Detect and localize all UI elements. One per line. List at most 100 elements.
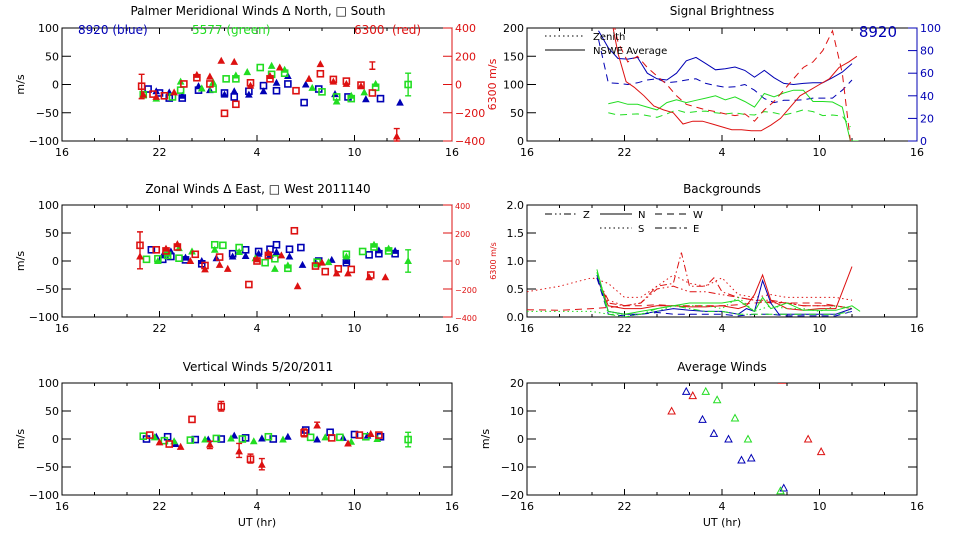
x-tick-label: 4 [254,322,261,335]
series-line [598,30,853,86]
data-point [253,257,261,265]
series-red [137,56,401,140]
plot-frame [526,204,918,318]
series-blue [681,386,789,492]
x-tick-label: 4 [254,500,261,513]
y-tick-label: 100 [38,199,59,212]
data-point [230,431,239,439]
data-point [316,69,325,78]
y2-tick-label: −200 [455,107,485,120]
data-point [321,267,330,276]
data-point [217,435,226,443]
data-point [777,383,787,384]
error-bar [405,249,412,273]
y2-tick-label: 0 [920,135,927,148]
x-tick-label: 22 [618,322,632,335]
data-point [163,251,172,260]
data-point [170,88,178,96]
data-point [193,73,201,82]
data-point [206,80,214,88]
data-point [235,243,243,252]
series-line [612,28,858,132]
y2-tick-label: −400 [455,314,477,323]
data-point [230,87,239,95]
data-point [730,413,740,422]
data-point [701,386,711,395]
data-point [232,100,240,109]
data-point [147,246,156,254]
x-tick-label: 16 [445,146,459,159]
data-point [724,434,733,443]
y-tick-label: 0 [52,433,59,446]
data-point [318,258,326,266]
data-point [254,249,263,257]
data-point [220,90,229,98]
y-tick-label: −10 [501,461,524,474]
y2-tick-label: −200 [455,286,477,295]
data-point [162,247,170,255]
plot-frame [61,382,453,496]
data-point [347,94,356,103]
x-tick-label: 4 [719,322,726,335]
x-tick-label: 4 [254,146,261,159]
legend-text-blue: 8920 (blue) [78,23,148,37]
y-tick-label: 0 [517,433,524,446]
y-tick-label: 100 [38,22,59,35]
data-point [210,245,219,253]
data-point [342,79,351,87]
data-point [191,250,200,259]
data-point [301,80,310,88]
y2-tick-label: 60 [920,67,934,80]
data-point [215,260,224,268]
legend-label: N [638,210,645,221]
data-point [160,92,169,100]
y-tick-label: 50 [45,405,59,418]
data-point [241,246,250,254]
data-point [217,56,226,64]
series-line [608,89,859,141]
data-point [366,429,375,437]
data-point [324,258,333,266]
y2-tick-label: 40 [920,90,934,103]
series-line [527,301,853,311]
data-point [272,247,281,256]
chart-average: Average Winds 16 22 4 10 16 UT (hr) −20 −10 0 10 20… [479,360,924,529]
data-point [342,256,351,264]
plot-frame [526,382,918,496]
data-point [681,386,691,395]
data-point [152,246,161,254]
data-point [165,440,174,448]
data-point [342,252,351,260]
data-point [249,437,258,445]
y2-tick-label: 20 [920,112,934,125]
error-bar [314,421,321,429]
data-point [245,280,253,289]
data-point [223,264,232,272]
data-point [350,430,359,439]
y-axis-label: m/s [14,251,27,271]
data-point [334,265,343,273]
y-tick-label: 50 [45,227,59,240]
y2-tick-label: 0 [455,79,462,92]
data-point [743,434,753,443]
x-tick-label: 10 [348,322,362,335]
data-point [142,255,151,264]
data-point [275,63,284,71]
y2-tick-label: 80 [920,45,934,58]
error-bar [393,127,400,142]
data-point [327,255,336,263]
y-axis-label: m/s [14,74,27,94]
x-tick-label: 10 [813,500,827,513]
data-point [155,438,164,446]
data-point [219,241,227,250]
data-point [370,243,378,251]
chart-title: Average Winds [677,360,767,374]
series-line [596,277,853,310]
data-point [816,447,826,456]
y-tick-label: 0 [52,255,59,268]
series-line [614,28,851,141]
data-point [152,92,161,100]
data-point [228,252,237,260]
chart-title: Zonal Winds Δ East, □ West 2011140 [145,182,370,196]
